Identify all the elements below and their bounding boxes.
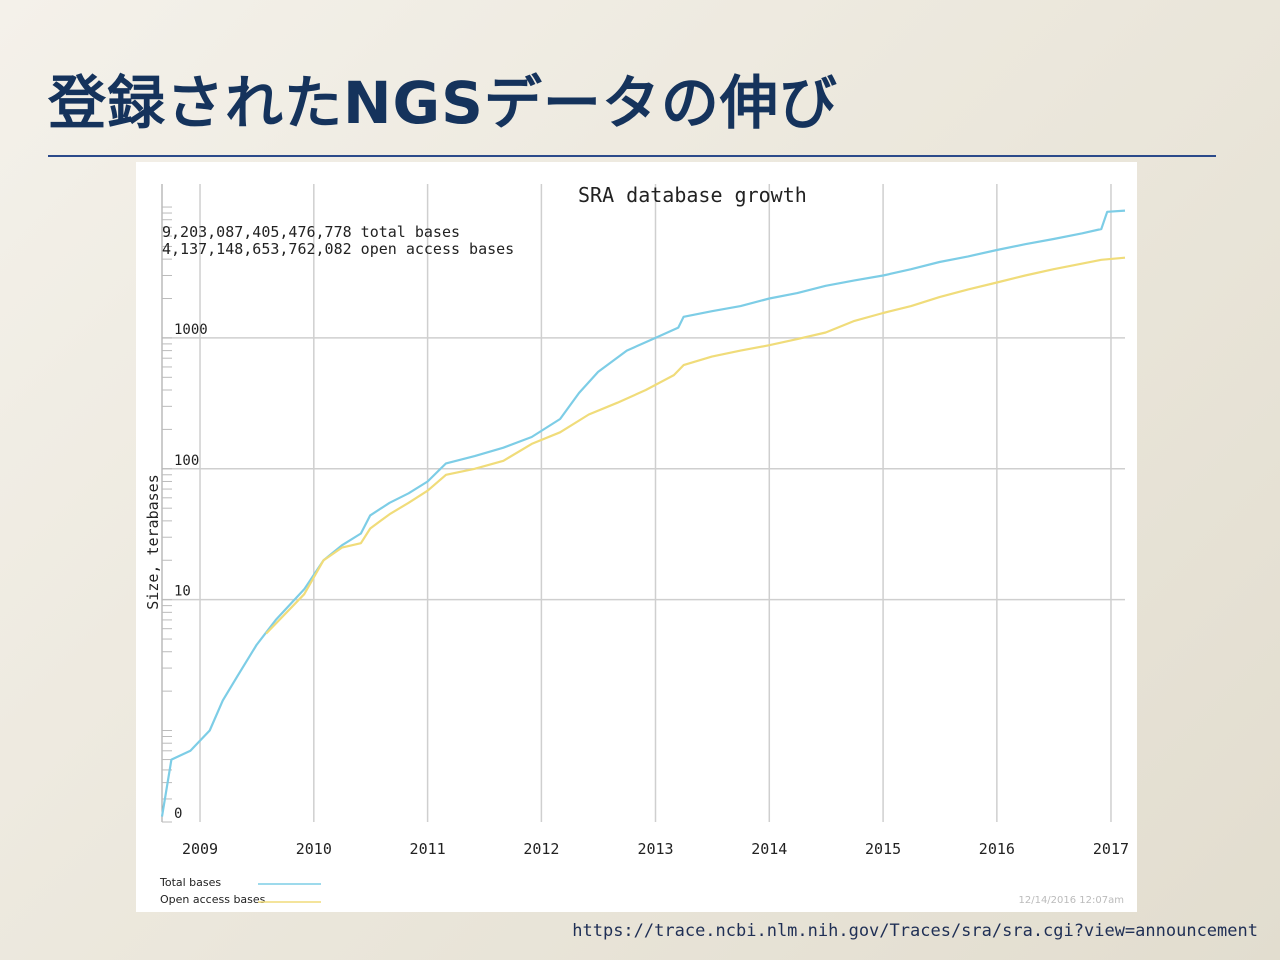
source-url: https://trace.ncbi.nlm.nih.gov/Traces/sr…	[572, 921, 1258, 941]
x-tick-label: 2014	[751, 840, 787, 858]
x-tick-label: 2013	[637, 840, 673, 858]
legend: Total bases Open access bases	[159, 876, 321, 906]
series-line-total-bases	[160, 209, 1126, 817]
y-tick-label: 0	[174, 806, 182, 822]
title-divider	[48, 155, 1216, 157]
chart-timestamp: 12/14/2016 12:07am	[1018, 895, 1124, 906]
chart-panel: 2009 2010 2011 2012 2013 2014 2015 2016 2017 0 10 1…	[136, 162, 1137, 912]
x-tick-label: 2012	[523, 840, 559, 858]
legend-total-label: Total bases	[159, 876, 221, 889]
chart-title: SRA database growth	[578, 183, 807, 207]
y-tick-label: 100	[174, 453, 199, 469]
legend-open-label: Open access bases	[160, 893, 266, 906]
y-tick-label: 1000	[174, 322, 208, 338]
sra-growth-chart: 2009 2010 2011 2012 2013 2014 2015 2016 2017 0 10 1…	[144, 183, 1129, 906]
page-title: 登録されたNGSデータの伸び	[48, 69, 838, 137]
x-tick-label: 2010	[296, 840, 332, 858]
y-axis-label: Size, terabases	[144, 474, 162, 609]
x-tick-label: 2015	[865, 840, 901, 858]
stat-open: 4,137,148,653,762,082 open access bases	[162, 240, 514, 258]
x-tick-label: 2011	[410, 840, 446, 858]
series-line-open-access-bases	[265, 256, 1126, 635]
y-tick-label: 10	[174, 584, 191, 600]
x-tick-label: 2017	[1093, 840, 1129, 858]
x-tick-label: 2016	[979, 840, 1015, 858]
x-tick-label: 2009	[182, 840, 218, 858]
stat-total: 9,203,087,405,476,778 total bases	[162, 223, 460, 241]
